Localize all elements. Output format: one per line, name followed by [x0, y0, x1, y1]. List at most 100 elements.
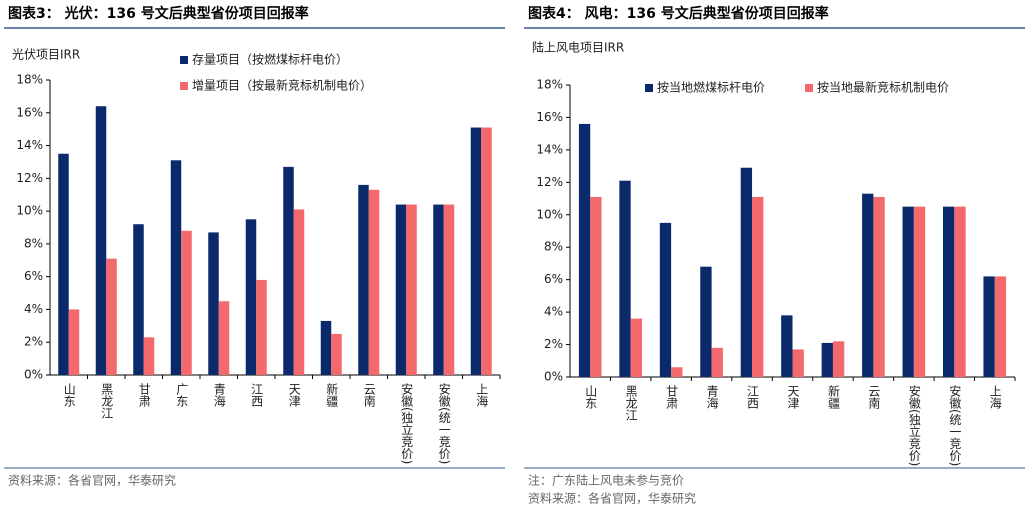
legend-swatch — [645, 84, 653, 92]
bar — [619, 180, 631, 377]
x-tick-label: 山东 — [62, 383, 76, 407]
bar — [293, 209, 305, 375]
bar — [395, 204, 407, 375]
bar — [752, 196, 764, 377]
x-tick-label: 安徽(独立竞价) — [400, 382, 414, 465]
x-tick-label: 青海 — [705, 385, 719, 409]
bar — [470, 127, 482, 376]
bar — [331, 334, 342, 375]
x-tick-label: 黑龙江 — [624, 385, 638, 421]
y-tick-label: 18% — [536, 78, 563, 92]
legend-label: 存量项目（按燃煤标杆电价） — [192, 52, 348, 67]
bar — [983, 276, 995, 377]
bar — [994, 276, 1007, 377]
bar — [792, 349, 804, 377]
x-tick-label: 安徽(统一竞价) — [948, 384, 962, 467]
y-tick-label: 0% — [24, 368, 43, 382]
bar — [208, 232, 219, 375]
x-tick-label: 江西 — [746, 385, 760, 409]
y-tick-label: 16% — [16, 105, 43, 119]
bar — [133, 224, 144, 375]
bar — [68, 309, 80, 375]
y-tick-label: 8% — [544, 240, 563, 254]
x-tick-label: 上海 — [988, 385, 1002, 409]
y-tick-label: 4% — [24, 302, 43, 316]
x-tick-label: 新疆 — [325, 382, 339, 407]
x-tick-label: 新疆 — [826, 384, 840, 409]
bar — [245, 219, 257, 375]
bar — [902, 206, 914, 377]
y-tick-label: 10% — [536, 207, 563, 221]
bar — [590, 196, 602, 377]
bar — [256, 279, 267, 375]
bar — [95, 106, 107, 375]
y-axis-title: 光伏项目IRR — [12, 48, 80, 62]
bar — [358, 184, 369, 375]
bar — [821, 342, 833, 377]
x-tick-label: 江西 — [250, 383, 264, 407]
bar — [659, 222, 672, 377]
x-tick-label: 广东 — [175, 383, 189, 407]
y-tick-label: 8% — [24, 236, 43, 250]
y-axis-title: 陆上风电项目IRR — [532, 40, 624, 55]
y-tick-label: 10% — [16, 204, 43, 218]
legend-label: 按当地燃煤标杆电价 — [657, 80, 765, 95]
x-tick-label: 青海 — [212, 383, 226, 407]
y-tick-label: 12% — [536, 175, 563, 189]
x-tick-label: 上海 — [475, 383, 489, 407]
bar — [700, 266, 712, 377]
y-tick-label: 12% — [16, 171, 43, 185]
x-tick-label: 安徽(独立竞价) — [907, 384, 921, 467]
bar — [781, 315, 793, 377]
y-tick-label: 18% — [16, 73, 43, 87]
y-tick-label: 0% — [544, 370, 563, 384]
bar — [913, 206, 926, 377]
bar — [481, 127, 492, 376]
bar — [433, 204, 444, 375]
bar — [106, 258, 117, 375]
x-tick-label: 云南 — [362, 383, 376, 407]
bar — [873, 196, 885, 377]
bar — [170, 160, 182, 375]
bar — [143, 337, 155, 375]
y-tick-label: 14% — [16, 138, 43, 152]
figure-title: 图表3： 光伏：136 号文后典型省份项目回报率 — [8, 5, 309, 22]
legend-swatch — [180, 56, 188, 64]
legend-label: 增量项目（按最新竞标机制电价） — [192, 78, 372, 93]
bar — [832, 341, 845, 377]
legend-label: 按当地最新竞标机制电价 — [817, 80, 949, 95]
bar — [862, 193, 874, 377]
bar — [443, 204, 455, 375]
x-tick-label: 天津 — [786, 385, 800, 409]
footnote: 资料来源：各省官网，华泰研究 — [528, 491, 696, 506]
x-tick-label: 甘肃 — [137, 383, 151, 408]
bar — [740, 167, 753, 377]
y-tick-label: 14% — [536, 142, 563, 156]
bar — [671, 367, 683, 377]
bar — [578, 123, 591, 377]
y-tick-label: 2% — [544, 337, 563, 351]
legend-swatch — [805, 84, 813, 92]
x-tick-label: 天津 — [287, 383, 301, 407]
bar — [181, 230, 192, 375]
footnote: 注：广东陆上风电未参与竞价 — [528, 473, 684, 488]
x-tick-label: 安徽(统一竞价) — [437, 382, 451, 465]
bar — [283, 166, 294, 375]
bar — [711, 347, 723, 377]
figure-title: 图表4： 风电：136 号文后典型省份项目回报率 — [528, 5, 829, 22]
x-tick-label: 黑龙江 — [100, 383, 114, 419]
y-tick-label: 6% — [24, 269, 43, 283]
bar — [630, 318, 643, 377]
x-tick-label: 甘肃 — [665, 385, 679, 410]
bar — [406, 204, 417, 375]
y-tick-label: 6% — [544, 272, 563, 286]
bar — [218, 301, 230, 375]
y-tick-label: 16% — [536, 110, 563, 124]
bar — [954, 206, 966, 377]
bar — [320, 320, 332, 375]
x-tick-label: 云南 — [867, 385, 881, 409]
y-tick-label: 2% — [24, 335, 43, 349]
bar — [368, 189, 380, 375]
bar — [58, 153, 69, 375]
